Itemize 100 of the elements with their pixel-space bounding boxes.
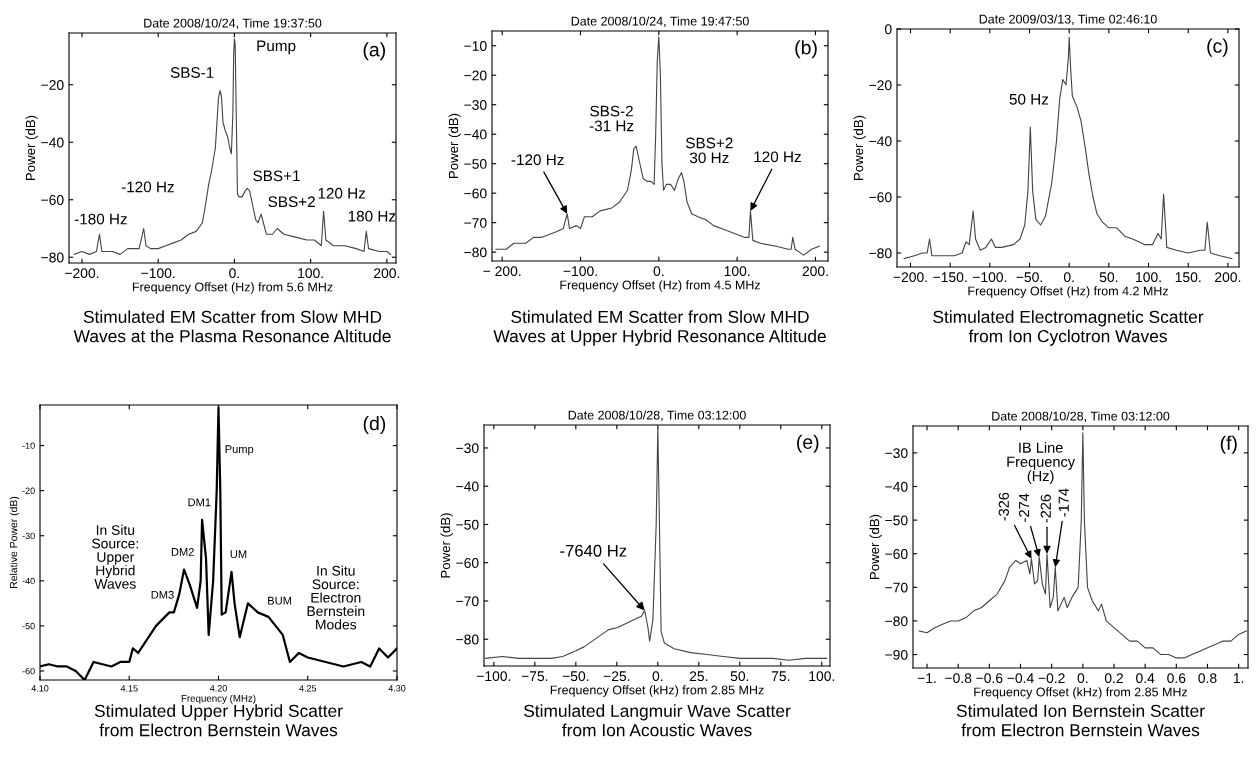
annotation: -226 — [1040, 494, 1051, 523]
y-tick-label: −60 — [869, 192, 892, 203]
x-tick-label: 4.10 — [31, 685, 49, 692]
x-tick-label: −50. — [1016, 272, 1042, 283]
text: Stimulated Upper Hybrid Scatter from Electron Bernstein Waves — [94, 704, 343, 737]
y-tick-label: −40 — [41, 137, 64, 148]
x-tick-label: −100. — [563, 266, 597, 277]
y-tick-label: −40 — [464, 129, 487, 140]
x-tick-label: 0. — [229, 268, 239, 279]
annotation: -174 — [1058, 488, 1069, 517]
x-tick-label: 75. — [771, 671, 790, 682]
chart-title: Date 2009/03/13, Time 02:46:10 — [979, 14, 1157, 26]
x-tick-label: 100. — [724, 266, 750, 277]
annotation: IB Line Frequency (Hz) — [1007, 442, 1076, 484]
x-tick-label: 4.20 — [209, 685, 227, 692]
line-series — [918, 432, 1247, 659]
x-tick-label: −150. — [933, 272, 967, 283]
y-tick-label: 0 — [884, 24, 892, 35]
x-axis-title: Frequency Offset (Hz) from 4.2 MHz — [968, 286, 1168, 298]
x-tick-label: 1. — [1233, 673, 1244, 683]
annotation: In Situ Source: Electron Bernstein Modes — [307, 565, 365, 630]
x-tick-label: 150. — [1175, 272, 1201, 283]
text: Stimulated Ion Bernstein Scatter from Electron Bernstein Waves — [956, 704, 1205, 737]
annotation: (f) — [1220, 435, 1237, 454]
y-tick-label: −80 — [869, 248, 892, 259]
annotation: SBS+2 — [268, 196, 315, 208]
line-series — [495, 36, 820, 256]
annotation: (e) — [797, 434, 819, 453]
annotation: Pump — [257, 40, 296, 55]
annotation: (d) — [363, 416, 386, 435]
y-tick-label: −20 — [464, 70, 487, 81]
y-tick-label: −60 — [885, 549, 908, 559]
y-tick-label: −20 — [41, 80, 64, 90]
annotation: 50 Hz — [1009, 93, 1049, 105]
annotation: -180 Hz — [74, 213, 127, 225]
annotation: UM — [230, 550, 247, 559]
y-tick-label: −70 — [885, 582, 908, 593]
x-tick-label: 0. — [1063, 272, 1074, 283]
x-tick-label: −1. — [917, 673, 936, 683]
y-axis-title: Power (dB) — [440, 513, 453, 578]
x-tick-label: −0.8 — [945, 673, 972, 684]
x-tick-label: −100. — [476, 671, 511, 682]
text: Stimulated EM Scatter from Slow MHD Waves at Upper Hybrid Resonance Altitude — [493, 310, 826, 346]
y-tick-label: −20 — [869, 80, 892, 91]
y-tick-label: -20 — [22, 487, 35, 495]
x-tick-label: 100. — [1136, 272, 1161, 283]
x-tick-label: 0.6 — [1167, 673, 1186, 684]
y-tick-label: -30 — [22, 532, 35, 540]
annotation: (a) — [363, 42, 385, 61]
annotation: -120 Hz — [121, 181, 174, 193]
y-axis-title: Power (dB) — [869, 514, 882, 579]
y-axis-title: Relative Power (dB) — [9, 496, 20, 588]
text: Stimulated Langmuir Wave Scatter from Ion Acoustic Waves — [524, 704, 791, 737]
annotation: DM1 — [188, 498, 211, 507]
line-series — [40, 406, 397, 680]
y-tick-label: −30 — [885, 448, 908, 459]
y-tick-label: −80 — [41, 252, 64, 263]
y-tick-label: −60 — [456, 558, 479, 568]
annotation: SBS-1 — [170, 67, 214, 78]
chart-title: Date 2008/10/28, Time 03:12:00 — [568, 410, 746, 422]
y-tick-label: −40 — [885, 481, 908, 492]
y-tick-label: −40 — [456, 481, 479, 492]
annotation: (c) — [1207, 38, 1228, 57]
annotation: DM3 — [151, 590, 174, 599]
y-tick-label: -10 — [22, 442, 35, 449]
y-tick-label: −80 — [464, 247, 487, 258]
y-tick-label: −30 — [464, 100, 487, 110]
text: Stimulated EM Scatter from Slow MHD Waves at the Plasma Resonance Altitude — [73, 310, 391, 343]
x-tick-label: −100. — [141, 268, 175, 279]
x-axis-title: Frequency Offset (Hz) from 4.5 MHz — [560, 280, 760, 292]
y-tick-label: −70 — [464, 218, 487, 228]
annotation: 120 Hz — [318, 187, 366, 199]
annotation: -120 Hz — [511, 154, 564, 166]
annotation: SBS+2 30 Hz — [686, 137, 733, 164]
x-tick-label: −0.4 — [1007, 673, 1034, 684]
x-tick-label: −100. — [972, 272, 1007, 283]
chart-title: Date 2008/10/24, Time 19:47:50 — [571, 16, 749, 28]
x-tick-label: 4.15 — [120, 685, 138, 692]
annotation: Pump — [225, 445, 254, 456]
y-tick-label: −40 — [869, 136, 892, 147]
x-tick-label: −75. — [521, 671, 548, 682]
x-tick-label: 200. — [802, 266, 828, 277]
y-axis-title: Power (dB) — [25, 115, 38, 180]
x-axis-title: Frequency Offset (Hz) from 5.6 MHz — [132, 282, 333, 294]
y-tick-label: −80 — [885, 616, 908, 627]
line-series — [903, 36, 1233, 260]
y-tick-label: −30 — [456, 443, 479, 454]
annotation: 120 Hz — [754, 151, 801, 163]
x-axis-title: Frequency Offset (kHz) from 2.85 MHz — [974, 687, 1188, 699]
x-tick-label: 100. — [809, 671, 835, 682]
annotation: DM2 — [171, 548, 194, 556]
y-tick-label: −60 — [41, 195, 64, 205]
x-tick-label: 25. — [689, 671, 708, 682]
x-tick-label: 0.4 — [1136, 673, 1155, 684]
x-tick-label: −0.2 — [1038, 673, 1065, 684]
x-tick-label: 4.25 — [299, 685, 317, 692]
y-tick-label: -60 — [22, 667, 35, 675]
x-tick-label: 100. — [298, 268, 323, 279]
chart-title: Date 2008/10/28, Time 03:12:00 — [992, 411, 1170, 423]
y-tick-label: −90 — [885, 649, 908, 660]
